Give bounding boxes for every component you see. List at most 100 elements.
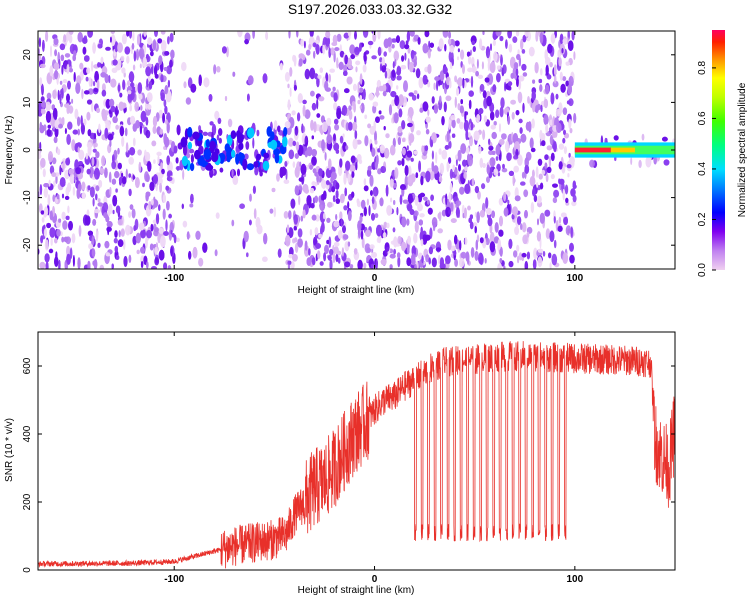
spectrogram-cell — [519, 127, 523, 134]
spectrogram-cell — [49, 65, 54, 77]
spectrogram-cell — [167, 165, 173, 171]
spectrogram-cell — [375, 154, 379, 166]
spectrogram-cell — [150, 223, 154, 232]
spectrogram-cell — [404, 165, 409, 176]
spectrogram-cell — [444, 145, 450, 150]
spectrogram-cell — [71, 139, 76, 152]
spectrogram-cell — [375, 116, 380, 123]
spectrogram-cell — [158, 249, 165, 261]
spectrogram-cell — [117, 162, 122, 170]
spectrogram-cell — [563, 146, 568, 155]
spectrogram-cell — [468, 90, 474, 97]
spectrogram-cell — [68, 220, 73, 231]
spectrogram-cell — [314, 39, 319, 44]
spectrogram-cell — [405, 40, 409, 45]
spectrogram-cell — [383, 126, 386, 131]
spectrogram-cell — [589, 159, 595, 168]
spectrogram-cell — [168, 213, 172, 219]
spectrogram-cell — [53, 37, 59, 46]
spectrogram-cell — [111, 263, 114, 269]
spectrogram-cell — [502, 163, 505, 169]
spectrogram-cell — [300, 215, 303, 222]
spectrogram-cell — [45, 101, 51, 112]
spectrogram-cell — [350, 155, 356, 164]
spectrogram-cell — [362, 88, 366, 101]
spectrogram-cell — [131, 43, 135, 50]
spectrogram-cell — [189, 162, 195, 172]
spectrogram-cell — [546, 74, 552, 80]
spectrogram-cell — [144, 151, 151, 162]
spectrogram-cell — [490, 124, 496, 130]
spectrogram-cell — [471, 40, 476, 46]
spectrogram-cell — [98, 180, 103, 188]
spectrogram-cell — [318, 233, 323, 239]
spectrogram-cell — [93, 167, 100, 180]
spectrogram-cell — [425, 170, 431, 183]
spectrogram-cell — [325, 31, 331, 39]
spectrogram-cell — [364, 243, 371, 254]
spectrogram-cell — [77, 128, 80, 136]
spectrogram-cell — [460, 251, 467, 259]
spectrogram-cell — [375, 146, 378, 157]
spectrogram-cell — [422, 43, 429, 54]
spectrogram-cell — [438, 176, 443, 183]
spectrogram-cell — [478, 252, 484, 265]
spectrogram-cell — [169, 59, 173, 68]
spectrogram-cell — [499, 258, 503, 264]
spectrogram-cell — [145, 191, 151, 197]
spectrogram-cell — [231, 149, 236, 158]
spectrogram-cell — [407, 122, 413, 128]
spectrogram-cell — [562, 76, 567, 82]
spectrogram-cell — [110, 36, 112, 43]
spectrogram-cell — [567, 173, 570, 178]
spectrogram-cell — [266, 126, 272, 137]
spectrogram-cell — [273, 120, 278, 130]
spectrogram-cell — [152, 116, 158, 127]
spectrogram-cell — [565, 61, 570, 66]
spectrogram-cell — [457, 77, 463, 87]
spectrogram-cell — [273, 148, 281, 156]
spectrogram-cell — [456, 118, 461, 124]
spectrogram-cell — [142, 182, 145, 188]
y-tick-label: 400 — [22, 425, 33, 442]
spectrogram-cell — [534, 106, 539, 113]
spectrogram-cell — [507, 86, 512, 91]
spectrogram-cell — [408, 133, 415, 143]
spectrogram-cell — [536, 231, 541, 242]
spectrogram-cell — [244, 38, 249, 45]
spectrogram-cell — [314, 227, 319, 236]
spectrogram-cell — [559, 71, 563, 81]
spectrogram-cell — [288, 149, 295, 160]
spectrogram-cell — [552, 183, 558, 188]
spectrogram-y-label: Frequency (Hz) — [4, 116, 15, 185]
spectrogram-cell — [115, 188, 118, 193]
spectrogram-cell — [97, 43, 103, 49]
spectrogram-cell — [541, 140, 546, 147]
spectrogram-cell — [291, 110, 296, 116]
spectrogram-cell — [560, 212, 567, 218]
spectrogram-cell — [304, 68, 310, 80]
spectrogram-cell — [135, 232, 141, 244]
spectrogram-cell — [464, 183, 471, 194]
spectrogram-cell — [57, 148, 61, 155]
spectrogram-cell — [489, 241, 496, 253]
spectrogram-cell — [361, 199, 366, 209]
spectrogram-cell — [451, 57, 454, 66]
spectrogram-cell — [457, 48, 460, 53]
spectrogram-cell — [441, 149, 448, 160]
spectrogram-cell — [249, 219, 252, 226]
spectrogram-cell — [190, 154, 194, 164]
spectrogram-cell — [404, 52, 407, 61]
spectrogram-cell — [194, 149, 201, 160]
spectrogram-cell — [388, 45, 392, 53]
spectrogram-cell — [373, 120, 376, 133]
spectrogram-cell — [209, 121, 214, 126]
spectrogram-cell — [84, 55, 90, 62]
spectrogram-cell — [520, 133, 527, 143]
spectrogram-cell — [349, 44, 356, 55]
spectrogram-cell — [103, 212, 108, 219]
spectrogram-cell — [467, 67, 473, 73]
spectrogram-cell — [524, 260, 529, 269]
spectrogram-cell — [288, 31, 291, 39]
spectrogram-cell — [413, 232, 418, 244]
